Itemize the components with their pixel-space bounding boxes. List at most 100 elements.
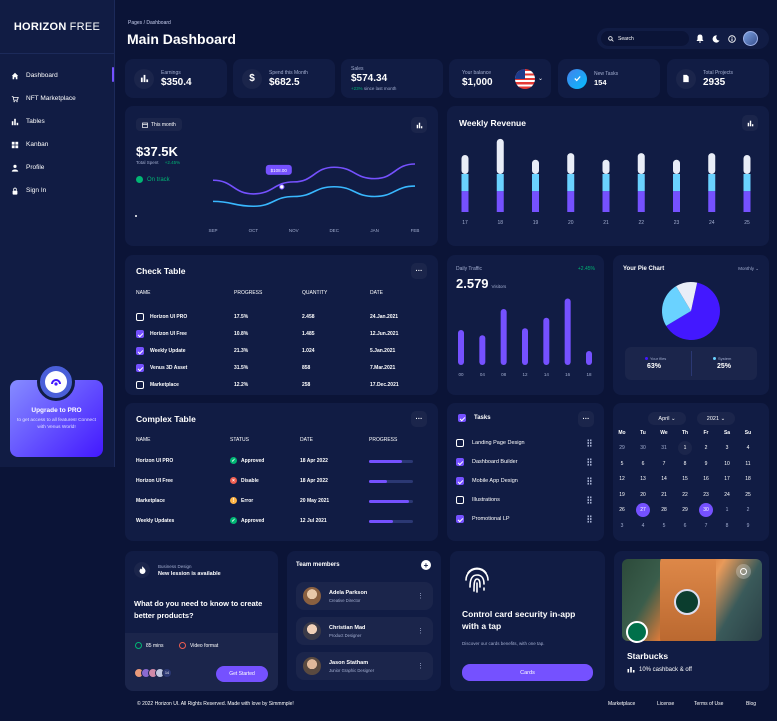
get-started-button[interactable]: Get Started [216, 666, 268, 682]
team-member-item[interactable]: Adela Parkson Creative Director ⋮ [296, 582, 433, 610]
calendar-day[interactable]: 17 [724, 476, 730, 482]
calendar-day[interactable]: 9 [746, 522, 750, 529]
row-checkbox[interactable] [136, 347, 144, 355]
sidebar-item-kanban[interactable]: Kanban [0, 133, 114, 156]
calendar-day[interactable]: 15 [682, 476, 688, 482]
column-header[interactable]: DATE [300, 437, 313, 443]
footer-link-blog[interactable]: Blog [746, 701, 757, 707]
column-header[interactable]: PROGRESS [234, 290, 263, 296]
more-vertical-icon[interactable]: ⋮ [417, 593, 424, 600]
footer-link-license[interactable]: License [657, 701, 675, 707]
calendar-day[interactable]: 11 [745, 460, 751, 467]
column-header[interactable]: PROGRESS [369, 437, 398, 443]
calendar-day[interactable]: 8 [725, 522, 729, 529]
calendar-day[interactable]: 3 [725, 445, 729, 451]
range-selector[interactable]: This month [136, 118, 182, 131]
starbucks-card[interactable]: Starbucks 10% cashback & off [614, 551, 769, 691]
footer-link-terms[interactable]: Terms of Use [694, 701, 724, 707]
period-selector[interactable]: Monthly ⌄ [738, 266, 759, 271]
chevron-down-icon[interactable]: ⌄ [537, 76, 543, 82]
sidebar-item-tables[interactable]: Tables [0, 110, 114, 133]
column-header[interactable]: STATUS [230, 437, 249, 443]
info-icon[interactable] [727, 34, 737, 44]
breadcrumb[interactable]: Pages / Dashboard [128, 20, 171, 26]
task-checkbox[interactable] [456, 477, 464, 485]
sidebar-item-profile[interactable]: Profile [0, 156, 114, 179]
search-input[interactable]: Search [601, 31, 689, 46]
calendar-day[interactable]: 21 [661, 491, 667, 498]
task-item[interactable]: Illustrations [456, 496, 500, 504]
calendar-day[interactable]: 2 [746, 507, 750, 513]
calendar-day[interactable]: 20 [640, 491, 646, 498]
row-checkbox[interactable] [136, 330, 144, 338]
drag-handle-icon[interactable] [587, 515, 592, 523]
calendar-day[interactable]: 4 [641, 522, 645, 529]
calendar-day[interactable]: 18 [745, 476, 751, 482]
column-header[interactable]: DATE [370, 290, 383, 296]
add-member-button[interactable]: + [421, 560, 431, 570]
more-options-button[interactable]: ··· [411, 263, 427, 279]
calendar-day[interactable]: 10 [724, 460, 730, 467]
bell-icon[interactable] [695, 34, 705, 44]
row-checkbox[interactable] [136, 381, 144, 389]
calendar-day[interactable]: 12 [619, 476, 625, 482]
calendar-day[interactable]: 24 [724, 491, 730, 498]
calendar-day[interactable]: 3 [620, 522, 624, 529]
chart-options-button[interactable] [742, 115, 758, 131]
task-item[interactable]: Promotional LP [456, 515, 510, 523]
calendar-day[interactable]: 6 [641, 460, 645, 467]
calendar-day[interactable]: 7 [662, 460, 666, 467]
cards-button[interactable]: Cards [462, 664, 593, 681]
calendar-day[interactable]: 28 [661, 507, 667, 513]
task-checkbox[interactable] [456, 458, 464, 466]
drag-handle-icon[interactable] [587, 458, 592, 466]
sidebar-item-dashboard[interactable]: Dashboard [0, 64, 114, 87]
calendar-day[interactable]: 8 [683, 460, 687, 467]
calendar-day[interactable]: 1 [678, 441, 692, 455]
calendar-day[interactable]: 5 [662, 522, 666, 529]
calendar-day[interactable]: 27 [636, 503, 650, 517]
task-checkbox[interactable] [456, 439, 464, 447]
calendar-day[interactable]: 6 [683, 522, 687, 529]
drag-handle-icon[interactable] [587, 439, 592, 447]
upgrade-card[interactable]: Upgrade to PRO to get access to all feat… [10, 363, 103, 457]
calendar-day[interactable]: 26 [619, 507, 625, 513]
year-selector[interactable]: 2021 ⌄ [697, 412, 735, 425]
hover-point[interactable] [279, 184, 285, 190]
sidebar-item-sign-in[interactable]: Sign In [0, 179, 114, 202]
clock-icon[interactable] [736, 564, 751, 579]
calendar-day[interactable]: 23 [703, 491, 709, 498]
calendar-day[interactable]: 16 [703, 476, 709, 482]
calendar-day[interactable]: 30 [699, 503, 713, 517]
calendar-day[interactable]: 30 [640, 445, 646, 451]
calendar-day[interactable]: 13 [640, 476, 646, 482]
brand-logo[interactable]: HORIZON FREE [0, 0, 114, 54]
calendar-day[interactable]: 25 [745, 491, 751, 498]
column-header[interactable]: NAME [136, 437, 151, 443]
team-member-item[interactable]: Christian Mad Product Designer ⋮ [296, 617, 433, 645]
row-checkbox[interactable] [136, 364, 144, 372]
footer-link-marketplace[interactable]: Marketplace [608, 701, 636, 707]
calendar-day[interactable]: 5 [620, 460, 624, 467]
drag-handle-icon[interactable] [587, 477, 592, 485]
user-avatar[interactable] [743, 31, 758, 46]
calendar-day[interactable]: 22 [682, 491, 688, 498]
calendar-day[interactable]: 31 [661, 445, 667, 451]
more-options-button[interactable]: ··· [578, 411, 594, 427]
calendar-day[interactable]: 19 [619, 491, 625, 498]
team-member-item[interactable]: Jason Statham Junior Graphic Designer ⋮ [296, 652, 433, 680]
chart-options-button[interactable] [411, 117, 427, 133]
calendar-day[interactable]: 2 [704, 445, 708, 451]
tasks-checkbox[interactable] [458, 414, 466, 422]
task-item[interactable]: Mobile App Design [456, 477, 518, 485]
sidebar-item-nft-marketplace[interactable]: NFT Marketplace [0, 87, 114, 110]
calendar-day[interactable]: 1 [725, 507, 729, 513]
task-item[interactable]: Landing Page Design [456, 439, 525, 447]
more-options-button[interactable]: ··· [411, 411, 427, 427]
column-header[interactable]: NAME [136, 290, 151, 296]
row-checkbox[interactable] [136, 313, 144, 321]
calendar-day[interactable]: 7 [704, 522, 708, 529]
task-item[interactable]: Dashboard Builder [456, 458, 518, 466]
drag-handle-icon[interactable] [587, 496, 592, 504]
calendar-day[interactable]: 29 [682, 507, 688, 513]
